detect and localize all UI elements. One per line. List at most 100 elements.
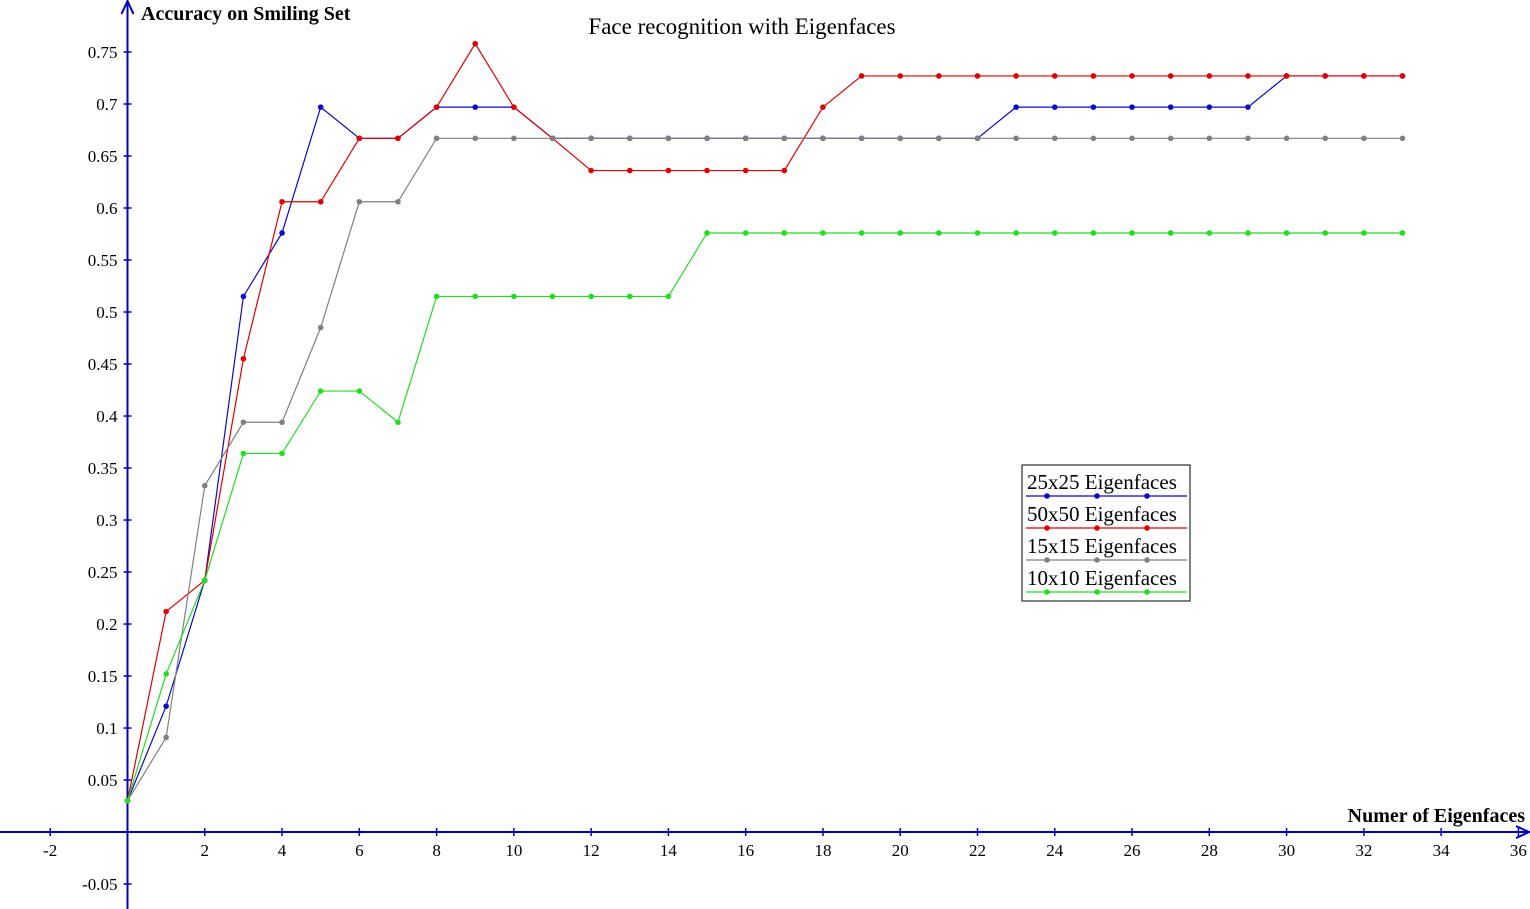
y-tick-label: 0.3 bbox=[96, 511, 117, 530]
data-point bbox=[1090, 230, 1097, 236]
data-point bbox=[1283, 230, 1290, 236]
data-point bbox=[1167, 135, 1174, 142]
y-tick-label: 0.1 bbox=[96, 719, 117, 738]
data-point bbox=[163, 671, 169, 677]
y-tick-label: -0.05 bbox=[82, 875, 117, 894]
data-point bbox=[395, 198, 401, 205]
data-point bbox=[936, 135, 942, 142]
data-point bbox=[279, 198, 285, 205]
data-point bbox=[1013, 230, 1019, 236]
data-point bbox=[1013, 73, 1019, 79]
data-point bbox=[626, 293, 633, 300]
data-point bbox=[433, 135, 440, 142]
data-point bbox=[626, 135, 633, 142]
y-tick-label: 0.55 bbox=[88, 251, 118, 270]
series-line bbox=[126, 232, 1403, 802]
y-tick-label: 0.25 bbox=[88, 563, 118, 582]
data-point bbox=[201, 577, 208, 584]
data-point bbox=[858, 73, 865, 79]
y-tick-label: 0.45 bbox=[88, 355, 118, 374]
y-tick-label: 0.65 bbox=[88, 147, 118, 166]
data-point bbox=[1361, 135, 1367, 142]
data-point bbox=[1361, 73, 1367, 79]
data-point bbox=[820, 135, 826, 142]
data-point bbox=[317, 324, 324, 331]
legend-dot bbox=[1144, 525, 1150, 531]
x-tick-label: 16 bbox=[737, 841, 754, 860]
data-point bbox=[974, 73, 981, 79]
series-line bbox=[126, 137, 1403, 802]
data-point bbox=[1167, 104, 1174, 110]
data-point bbox=[820, 104, 826, 110]
data-point bbox=[974, 230, 981, 236]
data-point bbox=[781, 230, 788, 236]
data-point bbox=[511, 293, 517, 300]
data-point bbox=[1283, 135, 1290, 142]
data-point bbox=[1013, 104, 1019, 110]
y-tick-label: 0.35 bbox=[88, 459, 118, 478]
x-tick-label: 30 bbox=[1278, 841, 1295, 860]
data-point bbox=[317, 388, 324, 394]
data-point bbox=[1206, 230, 1213, 236]
legend-dot bbox=[1144, 493, 1150, 499]
data-point bbox=[665, 293, 672, 300]
data-point bbox=[1245, 230, 1251, 236]
data-point bbox=[1051, 104, 1058, 110]
data-point bbox=[549, 135, 556, 142]
data-point bbox=[1206, 104, 1213, 110]
data-point bbox=[665, 167, 672, 174]
data-point bbox=[1051, 73, 1058, 79]
legend-dot bbox=[1044, 589, 1050, 595]
data-point bbox=[1051, 135, 1058, 142]
data-point bbox=[395, 419, 401, 426]
x-tick-label: 14 bbox=[660, 841, 678, 860]
x-tick-label: -2 bbox=[43, 841, 57, 860]
legend-dot bbox=[1044, 493, 1050, 499]
data-point bbox=[936, 230, 942, 236]
y-tick-label: 0.75 bbox=[88, 43, 118, 62]
data-point bbox=[549, 293, 556, 300]
legend-dot bbox=[1094, 493, 1100, 499]
data-point bbox=[433, 104, 440, 110]
data-point bbox=[279, 419, 285, 426]
data-point bbox=[588, 135, 594, 142]
series-line bbox=[126, 42, 1403, 801]
y-tick-label: 0.5 bbox=[96, 303, 117, 322]
data-point bbox=[511, 104, 517, 110]
y-axis-label: Accuracy on Smiling Set bbox=[141, 3, 351, 25]
data-point bbox=[974, 135, 981, 142]
data-point bbox=[588, 167, 594, 174]
x-tick-label: 36 bbox=[1510, 841, 1527, 860]
x-tick-label: 32 bbox=[1355, 841, 1372, 860]
data-point bbox=[820, 230, 826, 236]
data-point bbox=[897, 230, 904, 236]
data-point bbox=[1361, 230, 1367, 236]
data-point bbox=[1167, 73, 1174, 79]
data-point bbox=[240, 356, 247, 362]
x-tick-label: 28 bbox=[1201, 841, 1218, 860]
x-tick-label: 34 bbox=[1433, 841, 1451, 860]
data-point bbox=[1129, 135, 1135, 142]
data-point bbox=[163, 734, 169, 741]
data-point bbox=[1399, 135, 1406, 142]
data-point bbox=[356, 135, 363, 142]
data-point bbox=[1051, 230, 1058, 236]
x-arrow bbox=[1515, 825, 1530, 839]
x-tick-label: 22 bbox=[969, 841, 986, 860]
data-point bbox=[897, 73, 904, 79]
data-point bbox=[356, 388, 363, 394]
legend-label: 25x25 Eigenfaces bbox=[1027, 470, 1177, 494]
y-tick-label: 0.15 bbox=[88, 667, 118, 686]
legend-dot bbox=[1094, 525, 1100, 531]
x-tick-label: 8 bbox=[432, 841, 441, 860]
data-point bbox=[433, 293, 440, 300]
data-point bbox=[704, 135, 710, 142]
data-point bbox=[240, 419, 247, 426]
data-point bbox=[1206, 135, 1213, 142]
legend-label: 10x10 Eigenfaces bbox=[1027, 566, 1177, 590]
data-point bbox=[356, 198, 363, 205]
y-tick-label: 0.05 bbox=[88, 771, 118, 790]
legend-box bbox=[1021, 464, 1191, 602]
data-point bbox=[472, 40, 479, 47]
